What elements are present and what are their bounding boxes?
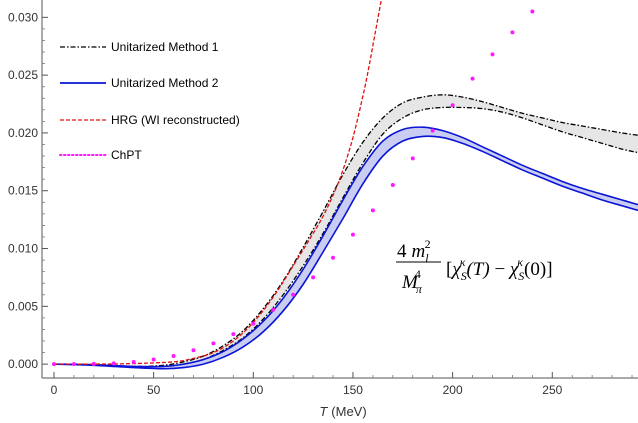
chpt-point bbox=[311, 275, 316, 280]
plot-area bbox=[51, 0, 638, 370]
series-method2-upper-line bbox=[53, 126, 638, 368]
legend-label: HRG (WI reconstructed) bbox=[111, 113, 240, 127]
series-method1-lower-line bbox=[53, 106, 638, 368]
x-tick-label: 200 bbox=[443, 383, 463, 397]
y-tick-label: 0.000 bbox=[8, 357, 38, 371]
method1-band bbox=[53, 94, 638, 367]
chpt-point bbox=[191, 348, 196, 353]
chpt-point bbox=[211, 341, 216, 346]
formula-bracket-expression: [χSκ(T) − χSκ(0)] bbox=[446, 255, 553, 283]
axes: 0.000 0.005 0.010 0.015 0.020 0.025 0.030 0 50 10… bbox=[8, 0, 638, 397]
chpt-point bbox=[470, 76, 475, 81]
chpt-point bbox=[91, 361, 96, 366]
y-tick-label: 0.015 bbox=[8, 184, 38, 198]
chpt-point bbox=[251, 321, 256, 326]
chpt-point bbox=[410, 156, 415, 161]
y-tick-label: 0.030 bbox=[8, 10, 38, 24]
chpt-point bbox=[231, 332, 236, 337]
chpt-point bbox=[291, 292, 296, 297]
legend: Unitarized Method 1 Unitarized Method 2 HR… bbox=[59, 40, 240, 162]
x-axis-label: T (MeV) bbox=[319, 404, 366, 419]
chpt-point bbox=[370, 208, 375, 213]
series-hrg-line bbox=[53, 0, 382, 365]
chpt-point bbox=[171, 354, 176, 359]
chpt-point bbox=[390, 182, 395, 187]
chpt-point bbox=[71, 362, 76, 367]
legend-label: ChPT bbox=[111, 148, 142, 162]
y-tick-label: 0.005 bbox=[8, 299, 38, 313]
formula-annotation: 4 ml2 Mπ4 [χSκ(T) − χSκ(0)] bbox=[396, 237, 553, 296]
legend-label: Unitarized Method 1 bbox=[111, 40, 219, 54]
y-tick-label: 0.025 bbox=[8, 68, 38, 82]
chpt-point bbox=[271, 307, 276, 312]
y-tick-label: 0.010 bbox=[8, 242, 38, 256]
chpt-point bbox=[151, 357, 156, 362]
x-tick-label: 100 bbox=[243, 383, 263, 397]
chpt-point bbox=[350, 232, 355, 237]
method2-band bbox=[53, 127, 638, 369]
chpt-point bbox=[430, 128, 435, 133]
legend-label: Unitarized Method 2 bbox=[111, 76, 219, 90]
formula-denominator: Mπ4 bbox=[401, 267, 423, 296]
chpt-point bbox=[450, 103, 455, 108]
x-tick-label: 50 bbox=[147, 383, 161, 397]
y-tick-label: 0.020 bbox=[8, 126, 38, 140]
chpt-point bbox=[530, 9, 535, 14]
formula-numerator: 4 ml2 bbox=[397, 237, 431, 265]
x-tick-label: 150 bbox=[343, 383, 363, 397]
chpt-point bbox=[510, 30, 515, 35]
chpt-point bbox=[131, 360, 136, 365]
chpt-point bbox=[490, 52, 495, 57]
series-method2-lower-line bbox=[53, 135, 638, 370]
chpt-point bbox=[331, 255, 336, 260]
x-tick-label: 0 bbox=[51, 383, 58, 397]
x-tick-label: 250 bbox=[542, 383, 562, 397]
series-method1-upper-line bbox=[53, 94, 638, 368]
chpt-point bbox=[111, 361, 116, 366]
chpt-point bbox=[51, 362, 56, 367]
